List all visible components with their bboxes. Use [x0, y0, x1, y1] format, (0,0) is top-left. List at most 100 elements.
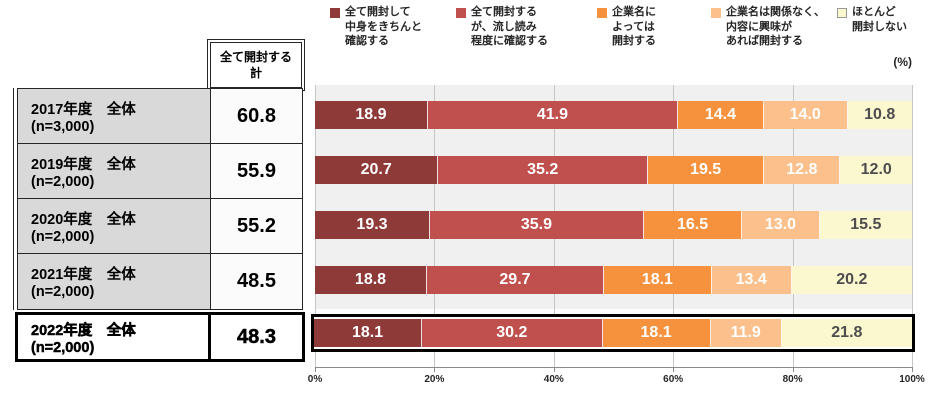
bar-segment: 10.8 [847, 101, 912, 129]
bar-segment: 18.9 [315, 101, 428, 129]
x-axis-tick [792, 367, 794, 372]
bar-segment: 13.0 [742, 211, 820, 239]
bar-segment: 41.9 [427, 101, 678, 129]
bar-segment: 13.4 [711, 266, 792, 294]
legend-item-open-all-check: 全て開封して 中身をきちんと 確認する [330, 5, 422, 49]
highlight-box-2022: 18.1 30.2 18.1 11.9 21.8 [311, 314, 915, 352]
x-axis-tick [553, 367, 555, 372]
x-axis-tick [673, 367, 675, 372]
row-total: 48.3 [237, 325, 276, 348]
bar-segment-value: 18.1 [640, 324, 672, 341]
legend-label: 全て開封する が、流し読み 程度に確認する [471, 6, 548, 47]
bar-segment-value: 29.7 [499, 271, 531, 288]
bar-segment: 18.1 [603, 266, 712, 294]
row-label: 2019年度 全体 (n=2,000) [18, 144, 211, 198]
legend-label: 企業名は関係なく、 内容に興味が あれば開封する [726, 6, 825, 47]
bar-segment: 16.5 [643, 211, 743, 239]
bar-segment-value: 12.0 [860, 161, 892, 178]
gridline [912, 85, 913, 367]
legend-swatch-red [456, 8, 466, 18]
bar-segment: 12.0 [840, 156, 912, 184]
legend-swatch-orange [597, 8, 607, 18]
bar-segment: 14.4 [677, 101, 764, 129]
legend-item-rarely-open: ほとんど 開封しない [837, 5, 907, 34]
legend-item-open-all-skim: 全て開封する が、流し読み 程度に確認する [456, 5, 548, 49]
table-row-highlighted-2022: 2022年度 全体 (n=2,000) 48.3 [15, 312, 305, 362]
bar-segment: 18.1 [314, 319, 423, 347]
bar-segment-value: 15.5 [850, 216, 882, 233]
x-axis-line [315, 367, 913, 368]
row-label: 2022年度 全体 (n=2,000) [18, 315, 211, 359]
x-axis-tick-label: 80% [782, 374, 803, 385]
bar-segment-value: 13.0 [764, 216, 796, 233]
bar-segment-value: 35.2 [527, 161, 559, 178]
bar-segment: 29.7 [427, 266, 604, 294]
x-axis-tick-label: 0% [307, 374, 323, 385]
bar-segment: 19.3 [315, 211, 430, 239]
bar-segment-value: 13.4 [735, 271, 767, 288]
bar-segment-value: 18.9 [355, 106, 387, 123]
x-axis-tick [912, 367, 913, 372]
legend-item-open-if-interested: 企業名は関係なく、 内容に興味が あれば開封する [711, 5, 825, 49]
x-axis-tick-label: 20% [424, 374, 445, 385]
stacked-bar-2020: 19.3 35.9 16.5 13.0 15.5 [315, 211, 912, 239]
bar-segment: 18.8 [315, 266, 427, 294]
bar-segment-value: 11.9 [730, 324, 761, 341]
legend-label: 全て開封して 中身をきちんと 確認する [345, 6, 422, 47]
bar-segment-value: 14.0 [789, 106, 821, 123]
legend-item-open-by-company: 企業名に よっては 開封する [597, 5, 656, 49]
year-table: 2017年度 全体 (n=3,000) 60.8 2019年度 全体 (n=2,… [17, 88, 303, 310]
bar-segment-value: 35.9 [520, 216, 552, 233]
legend-swatch-peach [711, 8, 721, 18]
legend-swatch-dark-red [330, 8, 340, 18]
legend-label: 企業名に よっては 開封する [612, 6, 656, 47]
total-column-header: 全て開封する 計 [207, 39, 305, 91]
bar-segment-value: 18.1 [641, 271, 673, 288]
bar-segment-value: 41.9 [536, 106, 568, 123]
table-row: 2020年度 全体 (n=2,000) 55.2 [18, 199, 302, 254]
row-total: 60.8 [211, 89, 302, 143]
x-axis-tick [434, 367, 436, 372]
bar-segment: 30.2 [422, 319, 603, 347]
bar-segment-value: 12.8 [786, 161, 818, 178]
bar-segment: 35.9 [429, 211, 644, 239]
row-total: 55.2 [211, 199, 302, 253]
table-row: 2019年度 全体 (n=2,000) 55.9 [18, 144, 302, 199]
bar-segment: 11.9 [710, 319, 782, 347]
bar-segment-value: 19.5 [690, 161, 722, 178]
bar-segment-value: 20.7 [360, 161, 392, 178]
table-row: 2021年度 全体 (n=2,000) 48.5 [18, 254, 302, 309]
legend-swatch-pale-yellow [837, 8, 847, 18]
unit-label: (%) [893, 55, 912, 69]
bar-segment-value: 18.1 [351, 324, 384, 341]
bar-segment-value: 14.4 [704, 106, 737, 123]
bar-segment-value: 20.2 [836, 271, 868, 288]
x-axis-tick-label: 60% [663, 374, 684, 385]
bar-segment: 12.8 [764, 156, 841, 184]
bar-segment: 35.2 [438, 156, 649, 184]
x-axis-tick-label: 40% [543, 374, 564, 385]
row-total: 55.9 [211, 144, 302, 198]
stacked-bar-2019: 20.7 35.2 19.5 12.8 12.0 [315, 156, 912, 184]
row-label: 2017年度 全体 (n=3,000) [18, 89, 211, 143]
stacked-bar-2017: 18.9 41.9 14.4 14.0 10.8 [315, 101, 912, 129]
x-axis-tick-label: 100% [899, 374, 925, 385]
bar-segment: 20.7 [315, 156, 439, 184]
bar-segment-value: 21.8 [831, 324, 863, 341]
row-total: 48.5 [211, 254, 302, 309]
bar-segment-value: 16.5 [676, 216, 709, 233]
bar-segment: 15.5 [819, 211, 912, 239]
bar-segment-value: 18.8 [354, 271, 387, 288]
x-axis-tick [315, 367, 316, 372]
stacked-bar-2021: 18.8 29.7 18.1 13.4 20.2 [315, 266, 912, 294]
bar-segment: 19.5 [648, 156, 765, 184]
row-label: 2020年度 全体 (n=2,000) [18, 199, 211, 253]
stacked-bar-2022: 18.1 30.2 18.1 11.9 21.8 [314, 319, 912, 347]
bar-segment-value: 19.3 [356, 216, 388, 233]
bar-segment: 14.0 [763, 101, 848, 129]
row-label: 2021年度 全体 (n=2,000) [18, 254, 211, 309]
legend-label: ほとんど 開封しない [852, 6, 907, 33]
bar-segment-value: 30.2 [496, 324, 528, 341]
bar-segment: 21.8 [781, 319, 912, 347]
